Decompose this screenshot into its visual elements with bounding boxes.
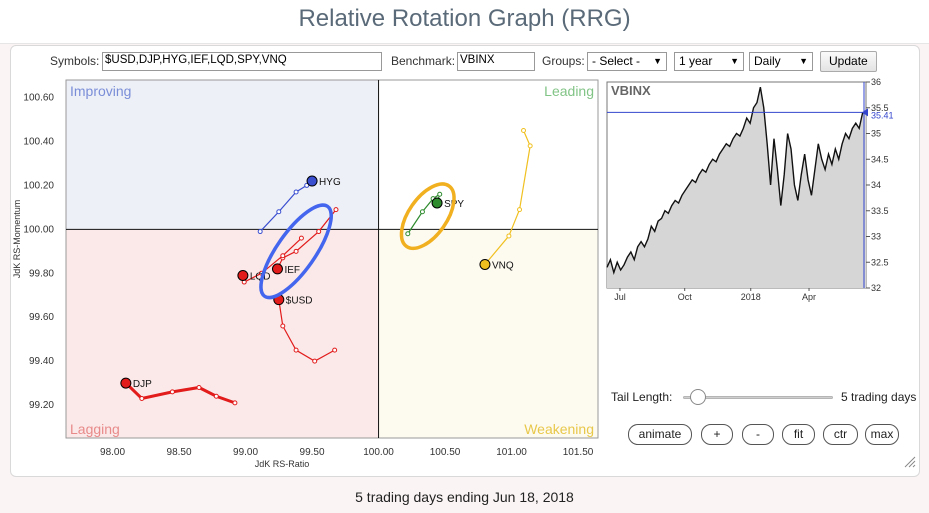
fit-button[interactable]: fit bbox=[782, 424, 815, 445]
tail-length-slider-thumb[interactable] bbox=[690, 389, 706, 405]
y-tick-label: 100.20 bbox=[23, 180, 54, 191]
series-label: $USD bbox=[286, 296, 313, 307]
series-tail-point bbox=[196, 384, 202, 390]
title-bar: Relative Rotation Graph (RRG) bbox=[0, 0, 929, 44]
quadrant-label-improving: Improving bbox=[70, 83, 131, 99]
tail-length-slider-track[interactable] bbox=[683, 396, 833, 399]
series-tail-point bbox=[232, 400, 238, 406]
series-head-point bbox=[479, 258, 491, 270]
x-tick-label: 100.00 bbox=[363, 447, 394, 458]
series-head-point bbox=[431, 197, 443, 209]
series-tail-point bbox=[332, 347, 338, 353]
y-tick-label: 100.40 bbox=[23, 136, 54, 147]
series-head-point bbox=[271, 263, 283, 275]
benchmark-label: Benchmark: bbox=[391, 54, 456, 68]
series-label: LQD bbox=[250, 271, 271, 282]
series-tail-point bbox=[276, 209, 282, 215]
series-head-point bbox=[306, 175, 318, 187]
quadrant-lagging bbox=[66, 229, 379, 438]
x-tick-label: 99.00 bbox=[233, 447, 258, 458]
animate-button[interactable]: animate bbox=[628, 424, 692, 445]
y-tick-label: 99.40 bbox=[29, 356, 54, 367]
y-axis-label: JdK RS-Momentum bbox=[12, 200, 22, 279]
x-tick-label: 100.50 bbox=[430, 447, 461, 458]
x-axis-label: JdK RS-Ratio bbox=[255, 459, 310, 469]
series-djp: DJP bbox=[120, 377, 238, 406]
y-tick-label: 99.80 bbox=[29, 268, 54, 279]
x-tick-label: 99.50 bbox=[300, 447, 325, 458]
tail-length-value: 5 trading days bbox=[841, 390, 917, 404]
series-head-point bbox=[120, 377, 132, 389]
update-button[interactable]: Update bbox=[820, 51, 877, 72]
series-vnq: VNQ bbox=[479, 128, 533, 271]
series-tail-point bbox=[293, 347, 299, 353]
series-label: IEF bbox=[284, 265, 300, 276]
x-tick-label: 101.00 bbox=[496, 447, 527, 458]
footer-caption: 5 trading days ending Jun 18, 2018 bbox=[355, 489, 574, 505]
y-tick-label: 100.60 bbox=[23, 93, 54, 104]
series-tail-point bbox=[169, 389, 175, 395]
chevron-down-icon: ▼ bbox=[653, 56, 662, 66]
series-tail-point bbox=[333, 207, 339, 213]
quadrant-improving bbox=[66, 80, 379, 230]
series-label: VNQ bbox=[492, 260, 514, 271]
series-tail-point bbox=[280, 253, 286, 259]
series-hyg: HYG bbox=[257, 175, 341, 235]
y-tick-label: 100.00 bbox=[23, 224, 54, 235]
series-tail-point bbox=[521, 128, 527, 134]
series-tail-point bbox=[293, 248, 299, 254]
series-tail-point bbox=[437, 191, 443, 197]
groups-select[interactable]: - Select - ▼ bbox=[587, 52, 667, 71]
series-head-point bbox=[237, 269, 249, 281]
series-label: DJP bbox=[133, 379, 152, 390]
series-tail-point bbox=[405, 231, 411, 237]
series-tail-point bbox=[527, 143, 533, 149]
groups-label: Groups: bbox=[542, 54, 585, 68]
series-label: HYG bbox=[319, 177, 341, 188]
plot-frame bbox=[65, 79, 599, 439]
series-tail-point bbox=[506, 233, 512, 239]
y-tick-label: 99.20 bbox=[29, 400, 54, 411]
highlight-ellipse bbox=[399, 182, 456, 251]
zoom-in-button[interactable]: + bbox=[701, 424, 733, 445]
series-tail-point bbox=[419, 209, 425, 215]
symbols-label: Symbols: bbox=[50, 54, 100, 68]
series-tail-point bbox=[213, 393, 219, 399]
quadrant-label-lagging: Lagging bbox=[70, 421, 120, 437]
center-button[interactable]: ctr bbox=[823, 424, 858, 445]
interval-select-value: Daily bbox=[754, 54, 781, 68]
page-title: Relative Rotation Graph (RRG) bbox=[298, 5, 631, 32]
period-select-value: 1 year bbox=[679, 54, 713, 68]
series-tail-point bbox=[293, 189, 299, 195]
groups-select-value: - Select - bbox=[592, 54, 641, 68]
x-tick-label: 98.50 bbox=[167, 447, 192, 458]
series-tail-point bbox=[298, 235, 304, 241]
series-tail-point bbox=[316, 229, 322, 235]
series-tail-point bbox=[139, 395, 145, 401]
quadrant-leading bbox=[378, 80, 598, 230]
resize-grip-icon[interactable] bbox=[904, 456, 916, 468]
chevron-down-icon: ▼ bbox=[730, 56, 739, 66]
x-tick-label: 101.50 bbox=[563, 447, 594, 458]
x-tick-label: 98.00 bbox=[100, 447, 125, 458]
series-tail-point bbox=[257, 229, 263, 235]
series-tail-point bbox=[517, 207, 523, 213]
quadrant-label-weakening: Weakening bbox=[524, 421, 594, 437]
series-tail-point bbox=[280, 323, 286, 329]
benchmark-input[interactable]: VBINX bbox=[457, 52, 535, 71]
period-select[interactable]: 1 year ▼ bbox=[674, 52, 744, 71]
zoom-out-button[interactable]: - bbox=[742, 424, 774, 445]
interval-select[interactable]: Daily ▼ bbox=[749, 52, 813, 71]
tail-length-label: Tail Length: bbox=[611, 390, 673, 404]
series-tail-line bbox=[124, 382, 236, 405]
highlight-ellipse bbox=[259, 203, 333, 300]
y-tick-label: 99.60 bbox=[29, 312, 54, 323]
chevron-down-icon: ▼ bbox=[799, 56, 808, 66]
max-button[interactable]: max bbox=[865, 424, 899, 445]
symbols-input[interactable]: $USD,DJP,HYG,IEF,LQD,SPY,VNQ bbox=[102, 52, 382, 71]
series-tail-point bbox=[312, 358, 318, 364]
quadrant-label-leading: Leading bbox=[544, 83, 594, 99]
